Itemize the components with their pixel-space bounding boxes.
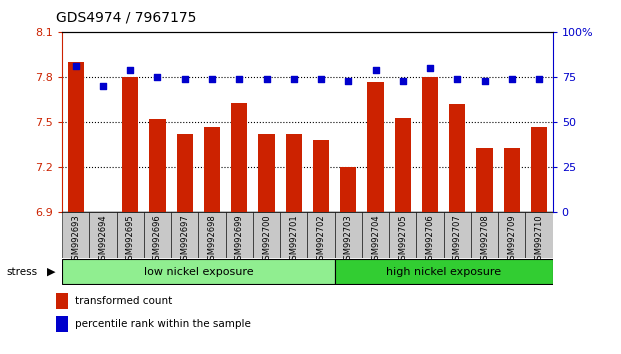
Text: GSM992702: GSM992702: [317, 215, 325, 266]
Text: GSM992707: GSM992707: [453, 215, 462, 266]
Bar: [335, 259, 553, 285]
Point: [289, 76, 299, 82]
Bar: [68, 62, 84, 212]
Point: [452, 76, 462, 82]
Text: ▶: ▶: [47, 267, 55, 277]
Text: GSM992695: GSM992695: [125, 215, 135, 266]
Bar: [307, 212, 335, 258]
Bar: [417, 212, 443, 258]
Bar: [231, 103, 247, 212]
Point: [479, 78, 489, 84]
Bar: [62, 259, 335, 285]
Point: [125, 67, 135, 73]
Text: low nickel exposure: low nickel exposure: [143, 267, 253, 277]
Bar: [313, 140, 329, 212]
Text: percentile rank within the sample: percentile rank within the sample: [75, 319, 250, 330]
Bar: [476, 148, 492, 212]
Bar: [394, 118, 411, 212]
Text: GDS4974 / 7967175: GDS4974 / 7967175: [56, 11, 196, 25]
Bar: [122, 77, 138, 212]
Point: [371, 67, 381, 73]
Point: [425, 65, 435, 71]
Bar: [171, 212, 198, 258]
Bar: [389, 212, 417, 258]
Point: [234, 76, 244, 82]
Bar: [286, 134, 302, 212]
Bar: [149, 119, 166, 212]
Text: GSM992705: GSM992705: [398, 215, 407, 266]
Text: GSM992703: GSM992703: [344, 215, 353, 266]
Point: [507, 76, 517, 82]
Bar: [176, 134, 193, 212]
Bar: [225, 212, 253, 258]
Text: GSM992708: GSM992708: [480, 215, 489, 266]
Text: GSM992704: GSM992704: [371, 215, 380, 266]
Point: [98, 83, 108, 89]
Text: stress: stress: [6, 267, 37, 277]
Text: GSM992700: GSM992700: [262, 215, 271, 266]
Point: [71, 63, 81, 69]
Bar: [144, 212, 171, 258]
Text: GSM992710: GSM992710: [535, 215, 543, 266]
Point: [343, 78, 353, 84]
Point: [153, 74, 163, 80]
Text: GSM992696: GSM992696: [153, 215, 162, 266]
Bar: [531, 127, 547, 212]
Point: [316, 76, 326, 82]
Text: GSM992699: GSM992699: [235, 215, 244, 266]
Point: [534, 76, 544, 82]
Bar: [56, 316, 68, 332]
Bar: [504, 148, 520, 212]
Point: [398, 78, 408, 84]
Bar: [443, 212, 471, 258]
Bar: [62, 212, 89, 258]
Bar: [280, 212, 307, 258]
Text: GSM992706: GSM992706: [425, 215, 435, 266]
Bar: [117, 212, 144, 258]
Text: GSM992694: GSM992694: [99, 215, 107, 266]
Bar: [362, 212, 389, 258]
Bar: [471, 212, 498, 258]
Text: transformed count: transformed count: [75, 296, 172, 307]
Point: [261, 76, 271, 82]
Text: GSM992697: GSM992697: [180, 215, 189, 266]
Text: GSM992709: GSM992709: [507, 215, 516, 266]
Bar: [422, 77, 438, 212]
Bar: [498, 212, 525, 258]
Bar: [56, 293, 68, 309]
Text: GSM992698: GSM992698: [207, 215, 217, 266]
Bar: [449, 104, 466, 212]
Text: high nickel exposure: high nickel exposure: [386, 267, 501, 277]
Bar: [253, 212, 280, 258]
Point: [207, 76, 217, 82]
Point: [180, 76, 190, 82]
Text: GSM992693: GSM992693: [71, 215, 80, 266]
Bar: [198, 212, 225, 258]
Bar: [89, 212, 117, 258]
Bar: [340, 167, 356, 212]
Bar: [258, 134, 274, 212]
Text: GSM992701: GSM992701: [289, 215, 298, 266]
Bar: [204, 127, 220, 212]
Bar: [368, 81, 384, 212]
Bar: [335, 212, 362, 258]
Bar: [525, 212, 553, 258]
